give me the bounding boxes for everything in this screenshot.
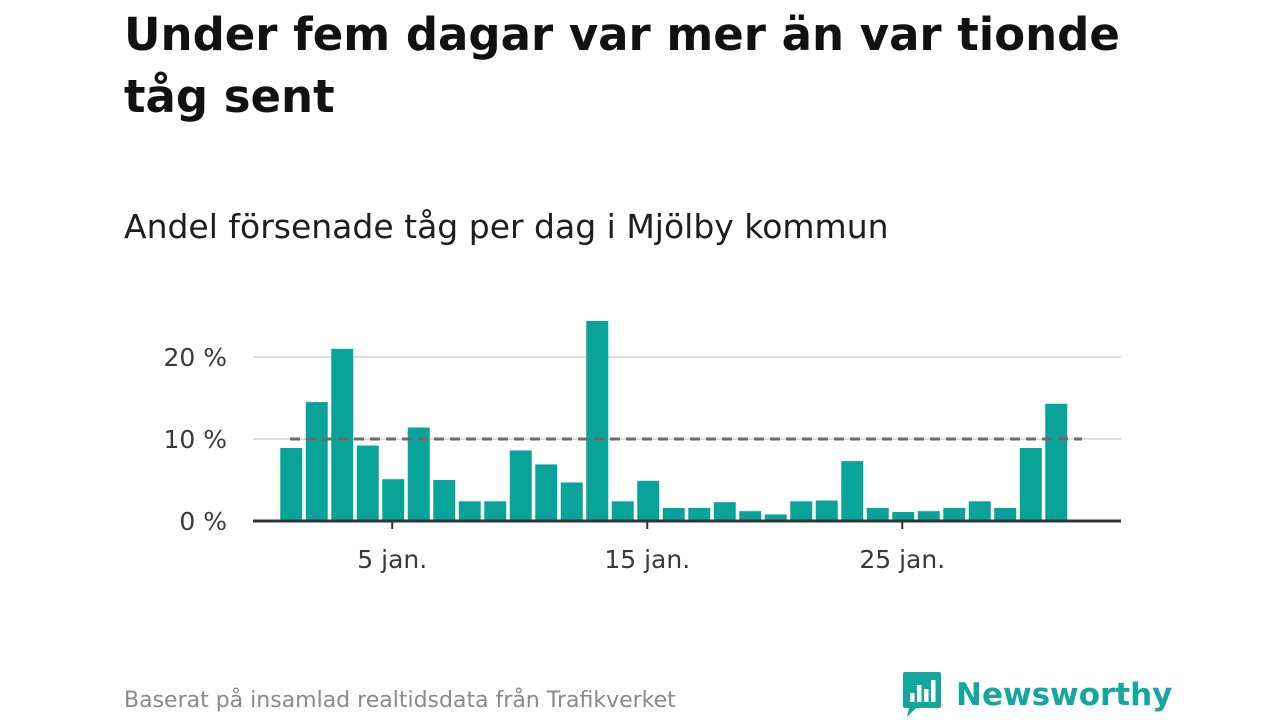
source-note: Baserat på insamlad realtidsdata från Tr…: [124, 688, 676, 713]
bar: [968, 501, 991, 521]
bar: [994, 507, 1017, 521]
bar: [943, 507, 966, 521]
bar: [280, 448, 303, 521]
brand-logo: Newsworthy: [902, 670, 1172, 720]
bar: [407, 427, 430, 521]
bar: [305, 402, 328, 521]
y-tick-label: 0 %: [179, 507, 227, 536]
newsworthy-logo-icon: [903, 672, 941, 717]
bar: [356, 445, 379, 521]
x-tick-label: 25 jan.: [859, 545, 945, 574]
bar: [688, 507, 711, 521]
bar: [560, 482, 583, 521]
bar: [841, 461, 864, 521]
bar: [382, 479, 405, 521]
bar: [1045, 403, 1068, 521]
bar: [433, 480, 456, 521]
bar: [535, 464, 558, 521]
bar: [637, 480, 660, 521]
bar: [611, 501, 634, 521]
bar: [484, 501, 507, 521]
bar: [1019, 448, 1042, 521]
bar: [892, 511, 915, 521]
bar: [815, 500, 838, 521]
brand-name: Newsworthy: [956, 677, 1173, 713]
bar: [764, 514, 787, 521]
bar: [739, 511, 762, 521]
y-tick-label: 20 %: [163, 343, 227, 372]
bar: [458, 501, 481, 521]
bar: [713, 502, 736, 521]
bar: [586, 320, 609, 521]
chart-title: Under fem dagar var mer än var tionde tå…: [124, 8, 1120, 123]
chart-subtitle: Andel försenade tåg per dag i Mjölby kom…: [124, 207, 889, 246]
x-tick-label: 15 jan.: [604, 545, 690, 574]
bar: [917, 511, 940, 521]
bar: [866, 507, 889, 521]
y-tick-label: 10 %: [163, 425, 227, 454]
bar: [790, 501, 813, 521]
bar: [662, 507, 685, 521]
bar: [331, 348, 354, 521]
bar: [509, 450, 532, 521]
x-tick-label: 5 jan.: [357, 545, 427, 574]
